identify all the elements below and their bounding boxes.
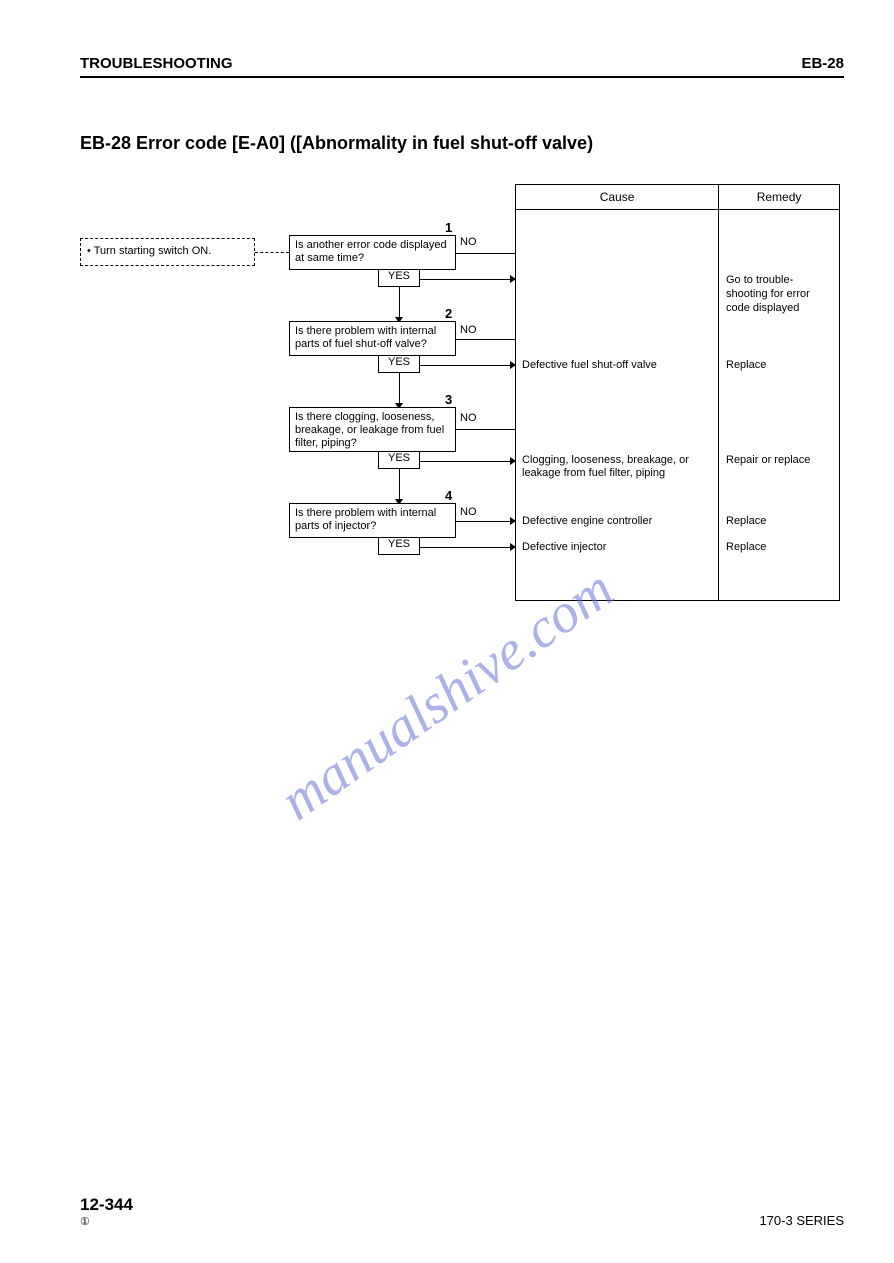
step-box-3: Is there clogging, looseness, breakage, …	[289, 407, 456, 452]
step-number-1: 1	[445, 220, 452, 235]
cause-header: Cause	[516, 185, 719, 210]
cause-2: Defective fuel shut-off valve	[522, 359, 657, 372]
yes-line-2h	[420, 365, 515, 366]
no-label-1: NO	[460, 236, 477, 248]
remedy-4-no: Replace	[726, 515, 766, 529]
step-box-4: Is there problem with internal parts of …	[289, 503, 456, 538]
yes-box-2: YES	[378, 356, 420, 373]
header-right: EB-28	[801, 55, 844, 72]
no-line-3	[456, 429, 515, 430]
header-left: TROUBLESHOOTING	[80, 55, 233, 72]
yes-line-3v	[399, 469, 400, 503]
remedy-3: Repair or replace	[726, 454, 810, 468]
flowchart: Cause Remedy • Turn starting switch ON. …	[80, 184, 840, 614]
remedy-1: Go to trouble-shooting for error code di…	[726, 274, 834, 315]
page-number: 12-344	[80, 1195, 133, 1215]
page-footer: 12-344 ① 170-3 SERIES	[80, 1195, 844, 1228]
no-line-1	[456, 253, 515, 254]
footer-left: 12-344 ①	[80, 1195, 133, 1228]
arrow-r-1	[510, 275, 516, 283]
cause-remedy-table: Cause Remedy	[515, 184, 840, 601]
no-label-3: NO	[460, 412, 477, 424]
yes-line-1v	[399, 287, 400, 321]
no-label-2: NO	[460, 324, 477, 336]
yes-line-2v	[399, 373, 400, 407]
arrow-r-4no	[510, 517, 516, 525]
page-title: EB-28 Error code [E-A0] ([Abnormality in…	[80, 133, 844, 154]
no-line-4	[456, 521, 515, 522]
remedy-header: Remedy	[719, 185, 840, 210]
page-sub: ①	[80, 1215, 133, 1228]
remedy-2: Replace	[726, 359, 766, 373]
arrow-r-4	[510, 543, 516, 551]
yes-line-4h	[420, 547, 515, 548]
cause-3: Clogging, looseness, breakage, or leakag…	[522, 454, 717, 480]
yes-box-4: YES	[378, 538, 420, 555]
yes-line-1h	[420, 279, 515, 280]
arrow-r-3	[510, 457, 516, 465]
cause-4: Defective injector	[522, 541, 606, 554]
yes-box-1: YES	[378, 270, 420, 287]
step-number-3: 3	[445, 392, 452, 407]
pre-step-box: • Turn starting switch ON.	[80, 238, 255, 266]
step-number-2: 2	[445, 306, 452, 321]
cause-4-no: Defective engine controller	[522, 515, 652, 528]
yes-box-3: YES	[378, 452, 420, 469]
pre-step-connector	[255, 252, 289, 253]
series-label: 170-3 SERIES	[759, 1213, 844, 1228]
arrow-r-2	[510, 361, 516, 369]
step-box-1: Is another error code displayed at same …	[289, 235, 456, 270]
yes-line-3h	[420, 461, 515, 462]
no-label-4: NO	[460, 506, 477, 518]
page: TROUBLESHOOTING EB-28 EB-28 Error code […	[0, 0, 894, 1263]
step-number-4: 4	[445, 488, 452, 503]
step-box-2: Is there problem with internal parts of …	[289, 321, 456, 356]
remedy-4: Replace	[726, 541, 766, 555]
page-header: TROUBLESHOOTING EB-28	[80, 55, 844, 78]
no-line-2	[456, 339, 515, 340]
